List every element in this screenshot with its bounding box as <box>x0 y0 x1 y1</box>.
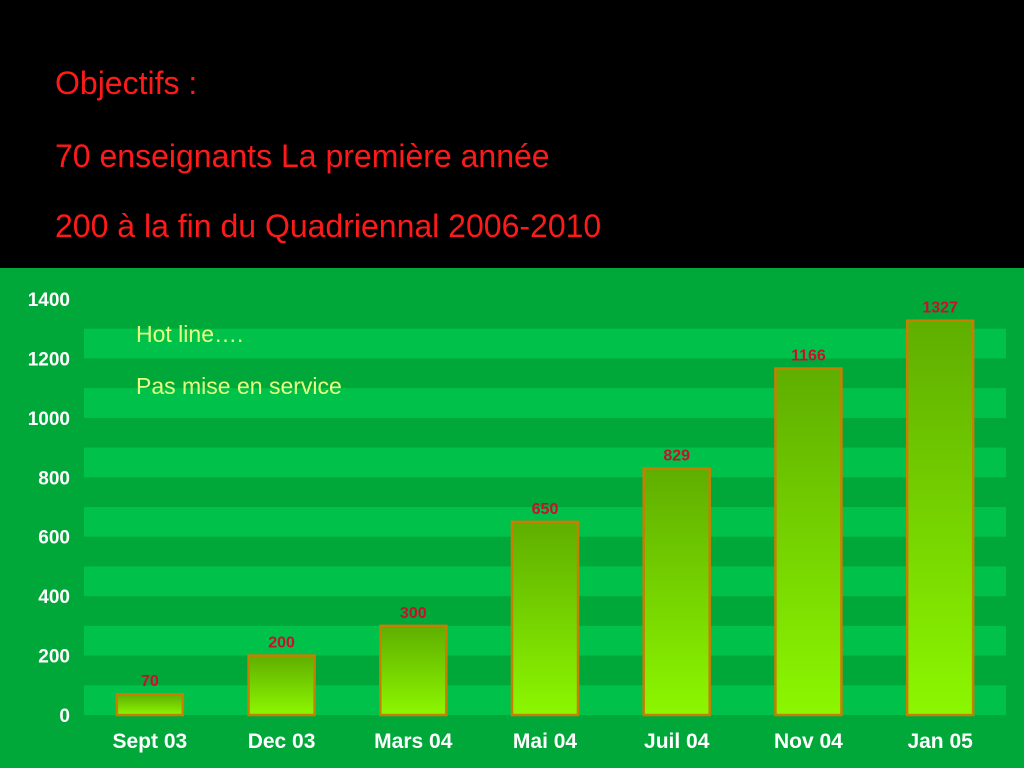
bar-chart-panel: 0 200 400 600 800 1000 1200 1400 70 200 300 650 829… <box>0 268 1024 768</box>
data-label: 1166 <box>791 348 826 365</box>
data-label: 200 <box>268 635 295 652</box>
data-label: 70 <box>141 673 159 690</box>
objective-first-year: 70 enseignants La première année <box>55 138 550 174</box>
x-tick-label: Jan 05 <box>907 730 973 753</box>
x-tick-label: Mai 04 <box>513 730 578 753</box>
y-axis: 0 200 400 600 800 1000 1200 1400 <box>28 290 70 727</box>
data-label: 300 <box>400 605 427 622</box>
bar-chart: 0 200 400 600 800 1000 1200 1400 70 200 300 650 829… <box>0 268 1024 768</box>
bar <box>774 367 843 717</box>
bar <box>642 467 711 717</box>
bar <box>115 692 185 717</box>
grid-band <box>84 388 1006 418</box>
y-tick-label: 800 <box>38 468 70 489</box>
annotation-not-in-service: Pas mise en service <box>136 373 342 399</box>
y-tick-label: 1200 <box>28 349 70 370</box>
data-label: 1327 <box>922 300 958 317</box>
x-tick-label: Sept 03 <box>113 730 188 753</box>
data-label: 650 <box>532 501 559 518</box>
x-tick-label: Dec 03 <box>248 730 316 753</box>
data-label: 829 <box>663 448 690 465</box>
slide-header: Objectifs : 70 enseignants La première a… <box>0 0 1024 268</box>
objective-end-of-quadrennial: 200 à la fin du Quadriennal 2006-2010 <box>55 208 602 244</box>
x-axis: Sept 03 Dec 03 Mars 04 Mai 04 Juil 04 Nov 04 J… <box>113 730 974 753</box>
bar <box>247 654 316 717</box>
grid-band <box>84 328 1006 359</box>
bar <box>379 624 448 717</box>
annotation-hot-line: Hot line…. <box>136 321 243 347</box>
bars: 70 200 300 650 829 1166 1327 <box>115 300 975 717</box>
objectives-heading: Objectifs : <box>55 65 198 101</box>
x-tick-label: Juil 04 <box>644 730 710 753</box>
y-tick-label: 1000 <box>28 409 70 430</box>
y-tick-label: 0 <box>59 706 70 727</box>
y-tick-label: 400 <box>38 587 70 608</box>
bar <box>510 520 580 717</box>
y-tick-label: 200 <box>38 647 70 668</box>
y-tick-label: 600 <box>38 528 70 549</box>
y-tick-label: 1400 <box>28 290 70 311</box>
x-tick-label: Nov 04 <box>774 730 843 753</box>
grid-band <box>84 447 1006 478</box>
bar <box>905 319 975 717</box>
x-tick-label: Mars 04 <box>374 730 453 753</box>
